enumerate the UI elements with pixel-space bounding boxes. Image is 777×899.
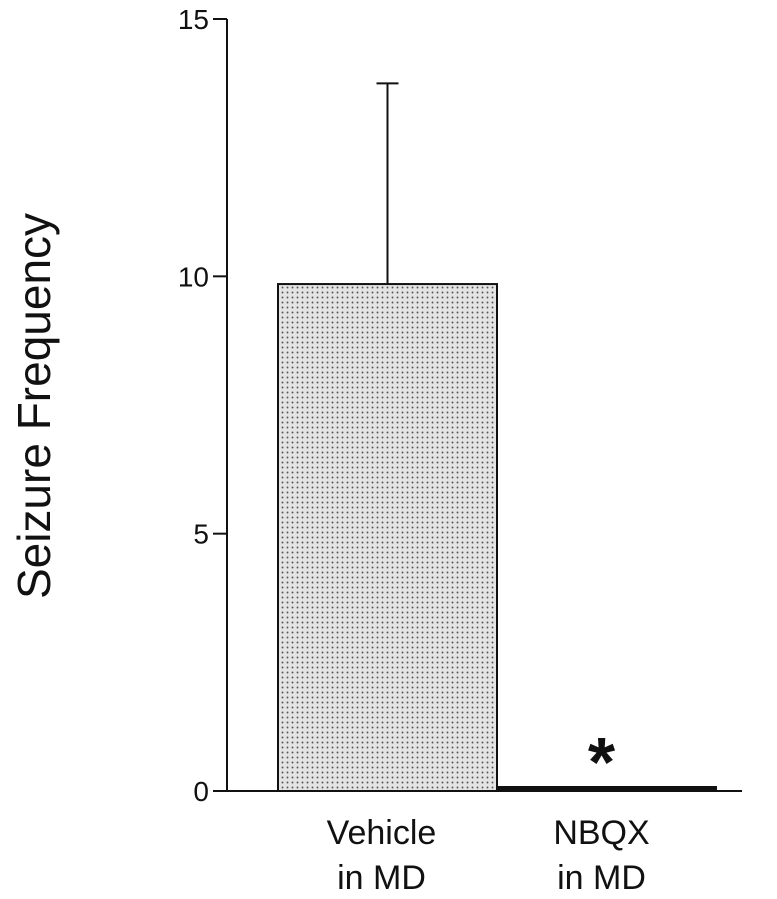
y-tick-label-10: 10 [178, 261, 209, 292]
y-tick-label-0: 0 [193, 776, 209, 807]
bar-1 [498, 786, 717, 791]
category-label-1-0: NBQX [553, 814, 649, 852]
category-labels: Vehicle in MD NBQX in MD [327, 814, 650, 897]
category-label-1-1: in MD [557, 859, 646, 897]
y-tick-label-5: 5 [193, 519, 209, 550]
y-axis-label: Seizure Frequency [8, 213, 60, 599]
category-label-0-0: Vehicle [327, 814, 437, 852]
y-ticks: 0 5 10 15 [178, 4, 227, 807]
y-tick-label-15: 15 [178, 4, 209, 35]
significance-asterisk: * [588, 723, 616, 801]
bar-0 [277, 283, 498, 792]
annotations: * [588, 723, 616, 801]
error-bars [376, 82, 399, 285]
category-label-0-1: in MD [337, 859, 426, 897]
bars [277, 283, 717, 792]
